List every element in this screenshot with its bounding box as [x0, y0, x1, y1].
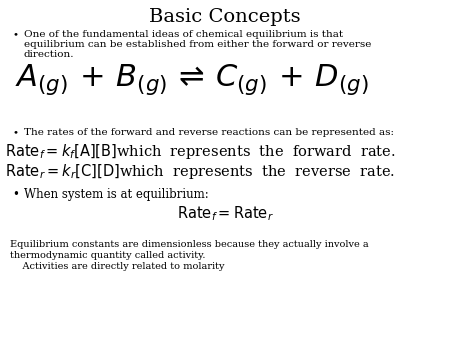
- Text: The rates of the forward and reverse reactions can be represented as:: The rates of the forward and reverse rea…: [24, 128, 394, 137]
- Text: Basic Concepts: Basic Concepts: [149, 8, 301, 26]
- Text: $\mathit{A}_{(g)}\,+\,\mathit{B}_{(g)}\,\rightleftharpoons\,\mathit{C}_{(g)}\,+\: $\mathit{A}_{(g)}\,+\,\mathit{B}_{(g)}\,…: [15, 62, 369, 97]
- Text: $\mathrm{Rate}_{r} = k_{r}[\mathrm{C}][\mathrm{D}]$which  represents  the  rever: $\mathrm{Rate}_{r} = k_{r}[\mathrm{C}][\…: [5, 162, 395, 181]
- Text: $\mathrm{Rate}_{f} = \mathrm{Rate}_{r}$: $\mathrm{Rate}_{f} = \mathrm{Rate}_{r}$: [176, 204, 274, 223]
- Text: direction.: direction.: [24, 50, 75, 59]
- Text: When system is at equilibrium:: When system is at equilibrium:: [24, 188, 209, 201]
- Text: Activities are directly related to molarity: Activities are directly related to molar…: [10, 262, 225, 271]
- Text: One of the fundamental ideas of chemical equilibrium is that: One of the fundamental ideas of chemical…: [24, 30, 343, 39]
- Text: thermodynamic quantity called activity.: thermodynamic quantity called activity.: [10, 251, 206, 260]
- Text: •: •: [12, 30, 18, 39]
- Text: •: •: [12, 128, 18, 137]
- Text: •: •: [12, 188, 19, 201]
- Text: Equilibrium constants are dimensionless because they actually involve a: Equilibrium constants are dimensionless …: [10, 240, 369, 249]
- Text: $\mathrm{Rate}_{f} = k_{f}[\mathrm{A}][\mathrm{B}]$which  represents  the  forwa: $\mathrm{Rate}_{f} = k_{f}[\mathrm{A}][\…: [5, 142, 396, 161]
- Text: equilibrium can be established from either the forward or reverse: equilibrium can be established from eith…: [24, 40, 371, 49]
